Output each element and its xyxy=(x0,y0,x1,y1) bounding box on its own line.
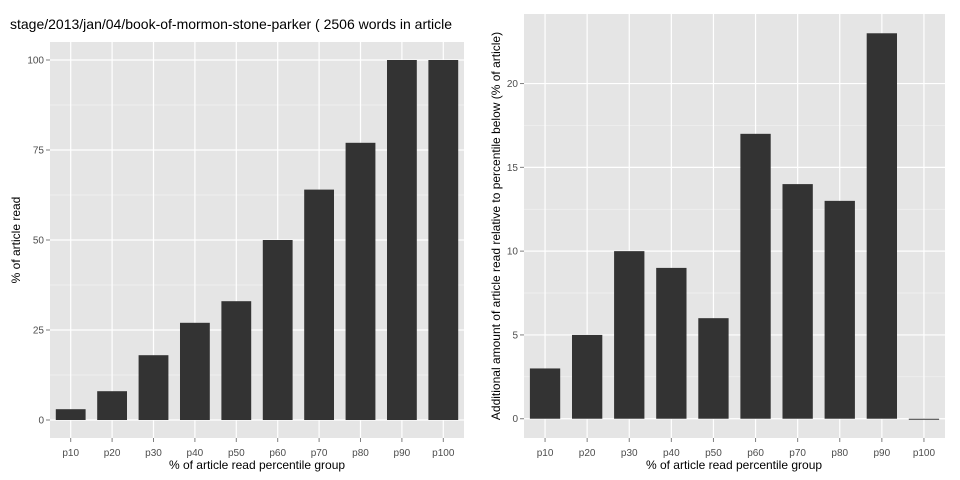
bar-p40 xyxy=(656,267,687,419)
x-tick-label-p100: p100 xyxy=(913,448,936,459)
y-tick-label: 100 xyxy=(27,56,44,67)
bar-p50 xyxy=(221,301,252,420)
x-tick-label-p80: p80 xyxy=(352,448,369,459)
bar-p50 xyxy=(698,318,729,419)
bar-p70 xyxy=(782,184,813,419)
x-axis-title: % of article read percentile group xyxy=(169,458,345,472)
x-tick-label-p20: p20 xyxy=(104,448,121,459)
x-tick-label-p30: p30 xyxy=(621,448,638,459)
y-tick-label: 75 xyxy=(33,146,45,157)
bar-p100 xyxy=(428,60,459,420)
x-tick-label-p50: p50 xyxy=(228,448,245,459)
bar-p70 xyxy=(304,189,335,420)
y-axis-title: Additional amount of article read relati… xyxy=(489,32,503,420)
x-tick-label-p70: p70 xyxy=(789,448,806,459)
x-axis-ticks: p10 p20 p30 p40 p50 p60 p70 p80 p90 p100 xyxy=(537,438,936,459)
bar-p80 xyxy=(824,200,855,419)
x-tick-label-p40: p40 xyxy=(187,448,204,459)
bar-p20 xyxy=(571,334,603,419)
x-tick-label-p60: p60 xyxy=(269,448,286,459)
x-tick-label-p80: p80 xyxy=(831,448,848,459)
x-axis-ticks: p10 p20 p30 p40 p50 p60 p70 p80 p90 p100 xyxy=(62,438,455,459)
bars xyxy=(529,33,940,420)
x-axis-title: % of article read percentile group xyxy=(646,458,822,472)
left-bar-chart: stage/2013/jan/04/book-of-mormon-stone-p… xyxy=(9,16,464,472)
x-tick-label-p20: p20 xyxy=(579,448,596,459)
x-tick-label-p40: p40 xyxy=(663,448,680,459)
bar-p10 xyxy=(529,368,561,419)
y-tick-label: 25 xyxy=(33,326,45,337)
right-bar-chart: 0 5 10 15 20 p10 p20 p30 p40 p50 p60 p70 p80 p90 p100… xyxy=(489,14,945,472)
bar-p100 xyxy=(908,418,940,420)
bar-p60 xyxy=(740,133,771,419)
x-tick-label-p50: p50 xyxy=(705,448,722,459)
y-tick-label: 15 xyxy=(507,163,519,174)
y-axis-ticks: 0 25 50 75 100 xyxy=(27,56,50,427)
x-tick-label-p30: p30 xyxy=(145,448,162,459)
bar-p60 xyxy=(262,240,293,420)
x-tick-label-p90: p90 xyxy=(394,448,411,459)
bar-p90 xyxy=(866,33,898,419)
x-tick-label-p90: p90 xyxy=(874,448,891,459)
bar-p90 xyxy=(386,60,417,420)
bar-p40 xyxy=(179,322,210,420)
y-tick-label: 20 xyxy=(507,79,519,90)
y-tick-label: 0 xyxy=(512,414,518,425)
bar-p20 xyxy=(97,391,128,420)
y-axis-ticks: 0 5 10 15 20 xyxy=(507,79,524,425)
bars xyxy=(55,60,459,421)
x-tick-label-p100: p100 xyxy=(432,448,455,459)
bar-p10 xyxy=(55,409,86,420)
y-axis-title: % of article read xyxy=(9,197,23,284)
bar-p80 xyxy=(345,142,376,421)
bar-p30 xyxy=(614,251,645,419)
bar-p30 xyxy=(138,355,169,420)
y-tick-label: 5 xyxy=(512,330,518,341)
y-tick-label: 0 xyxy=(38,416,44,427)
y-tick-label: 50 xyxy=(33,236,45,247)
chart-title: stage/2013/jan/04/book-of-mormon-stone-p… xyxy=(10,16,452,32)
y-tick-label: 10 xyxy=(507,247,519,258)
x-tick-label-p60: p60 xyxy=(747,448,764,459)
x-tick-label-p10: p10 xyxy=(537,448,554,459)
x-tick-label-p10: p10 xyxy=(62,448,79,459)
x-tick-label-p70: p70 xyxy=(311,448,328,459)
